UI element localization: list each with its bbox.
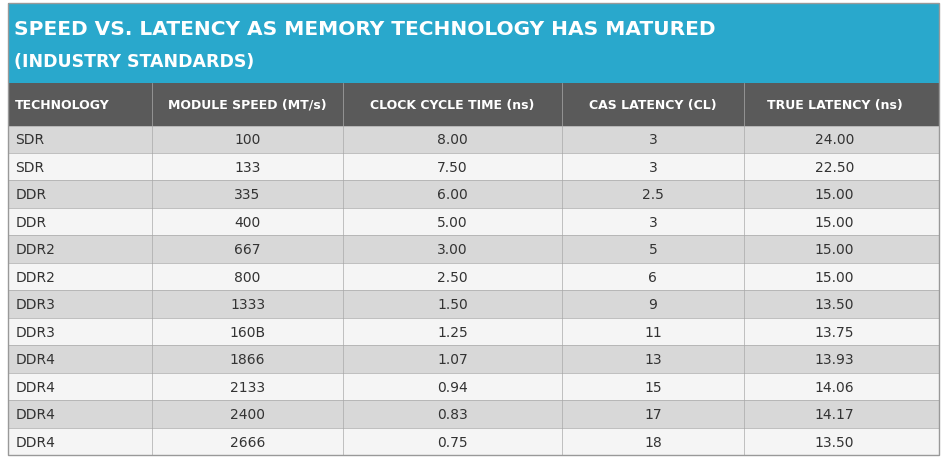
Text: DDR3: DDR3 [15,325,55,339]
Text: 13.50: 13.50 [814,297,854,312]
Text: 2.5: 2.5 [642,188,664,202]
Text: 22.50: 22.50 [815,160,854,174]
FancyBboxPatch shape [8,428,939,455]
Text: 11: 11 [644,325,662,339]
Text: 2.50: 2.50 [438,270,468,284]
Text: 0.83: 0.83 [438,407,468,421]
Text: 2666: 2666 [230,435,265,448]
Text: 400: 400 [235,215,260,229]
FancyBboxPatch shape [8,4,939,84]
Text: 13.75: 13.75 [814,325,854,339]
FancyBboxPatch shape [8,236,939,263]
Text: 1.50: 1.50 [438,297,468,312]
Text: 160B: 160B [229,325,265,339]
Text: 9: 9 [649,297,657,312]
Text: 13: 13 [644,353,662,366]
Text: MODULE SPEED (MT/s): MODULE SPEED (MT/s) [169,99,327,112]
Text: 0.94: 0.94 [438,380,468,394]
Text: 1.07: 1.07 [438,353,468,366]
Text: 14.06: 14.06 [814,380,854,394]
Text: 667: 667 [234,243,260,257]
Text: TRUE LATENCY (ns): TRUE LATENCY (ns) [767,99,902,112]
Text: 24.00: 24.00 [815,133,854,147]
Text: 800: 800 [234,270,260,284]
Text: 3: 3 [649,160,657,174]
Text: 2133: 2133 [230,380,265,394]
Text: 1.25: 1.25 [438,325,468,339]
Text: 14.17: 14.17 [814,407,854,421]
Text: SPEED VS. LATENCY AS MEMORY TECHNOLOGY HAS MATURED: SPEED VS. LATENCY AS MEMORY TECHNOLOGY H… [14,20,716,39]
Text: 15.00: 15.00 [814,243,854,257]
Text: DDR4: DDR4 [15,435,55,448]
Text: 100: 100 [234,133,260,147]
Text: 3.00: 3.00 [438,243,468,257]
Text: 7.50: 7.50 [438,160,468,174]
Text: (INDUSTRY STANDARDS): (INDUSTRY STANDARDS) [14,52,255,71]
Text: 133: 133 [234,160,260,174]
Text: SDR: SDR [15,160,45,174]
FancyBboxPatch shape [8,373,939,400]
Text: 5.00: 5.00 [438,215,468,229]
Text: 0.75: 0.75 [438,435,468,448]
Text: 15.00: 15.00 [814,215,854,229]
FancyBboxPatch shape [8,318,939,346]
FancyBboxPatch shape [8,263,939,291]
Text: CAS LATENCY (CL): CAS LATENCY (CL) [589,99,717,112]
Text: 13.93: 13.93 [814,353,854,366]
FancyBboxPatch shape [8,208,939,236]
Text: 1333: 1333 [230,297,265,312]
Text: DDR: DDR [15,215,46,229]
Text: 5: 5 [649,243,657,257]
Text: 3: 3 [649,133,657,147]
Text: DDR: DDR [15,188,46,202]
Text: DDR4: DDR4 [15,380,55,394]
Text: 18: 18 [644,435,662,448]
Text: 17: 17 [644,407,662,421]
FancyBboxPatch shape [8,181,939,208]
Text: 1866: 1866 [230,353,265,366]
Text: 2400: 2400 [230,407,265,421]
Text: DDR2: DDR2 [15,243,55,257]
FancyBboxPatch shape [8,400,939,428]
Text: CLOCK CYCLE TIME (ns): CLOCK CYCLE TIME (ns) [370,99,535,112]
FancyBboxPatch shape [8,154,939,181]
Text: DDR4: DDR4 [15,353,55,366]
FancyBboxPatch shape [8,126,939,154]
Text: 3: 3 [649,215,657,229]
Text: 15.00: 15.00 [814,270,854,284]
Text: DDR4: DDR4 [15,407,55,421]
Text: DDR3: DDR3 [15,297,55,312]
Text: 8.00: 8.00 [438,133,468,147]
FancyBboxPatch shape [8,346,939,373]
Text: 13.50: 13.50 [814,435,854,448]
Text: DDR2: DDR2 [15,270,55,284]
Text: SDR: SDR [15,133,45,147]
Text: TECHNOLOGY: TECHNOLOGY [15,99,110,112]
FancyBboxPatch shape [8,291,939,318]
Text: 15.00: 15.00 [814,188,854,202]
FancyBboxPatch shape [8,84,939,126]
Text: 15: 15 [644,380,662,394]
Text: 335: 335 [235,188,260,202]
Text: 6.00: 6.00 [438,188,468,202]
Text: 6: 6 [649,270,657,284]
